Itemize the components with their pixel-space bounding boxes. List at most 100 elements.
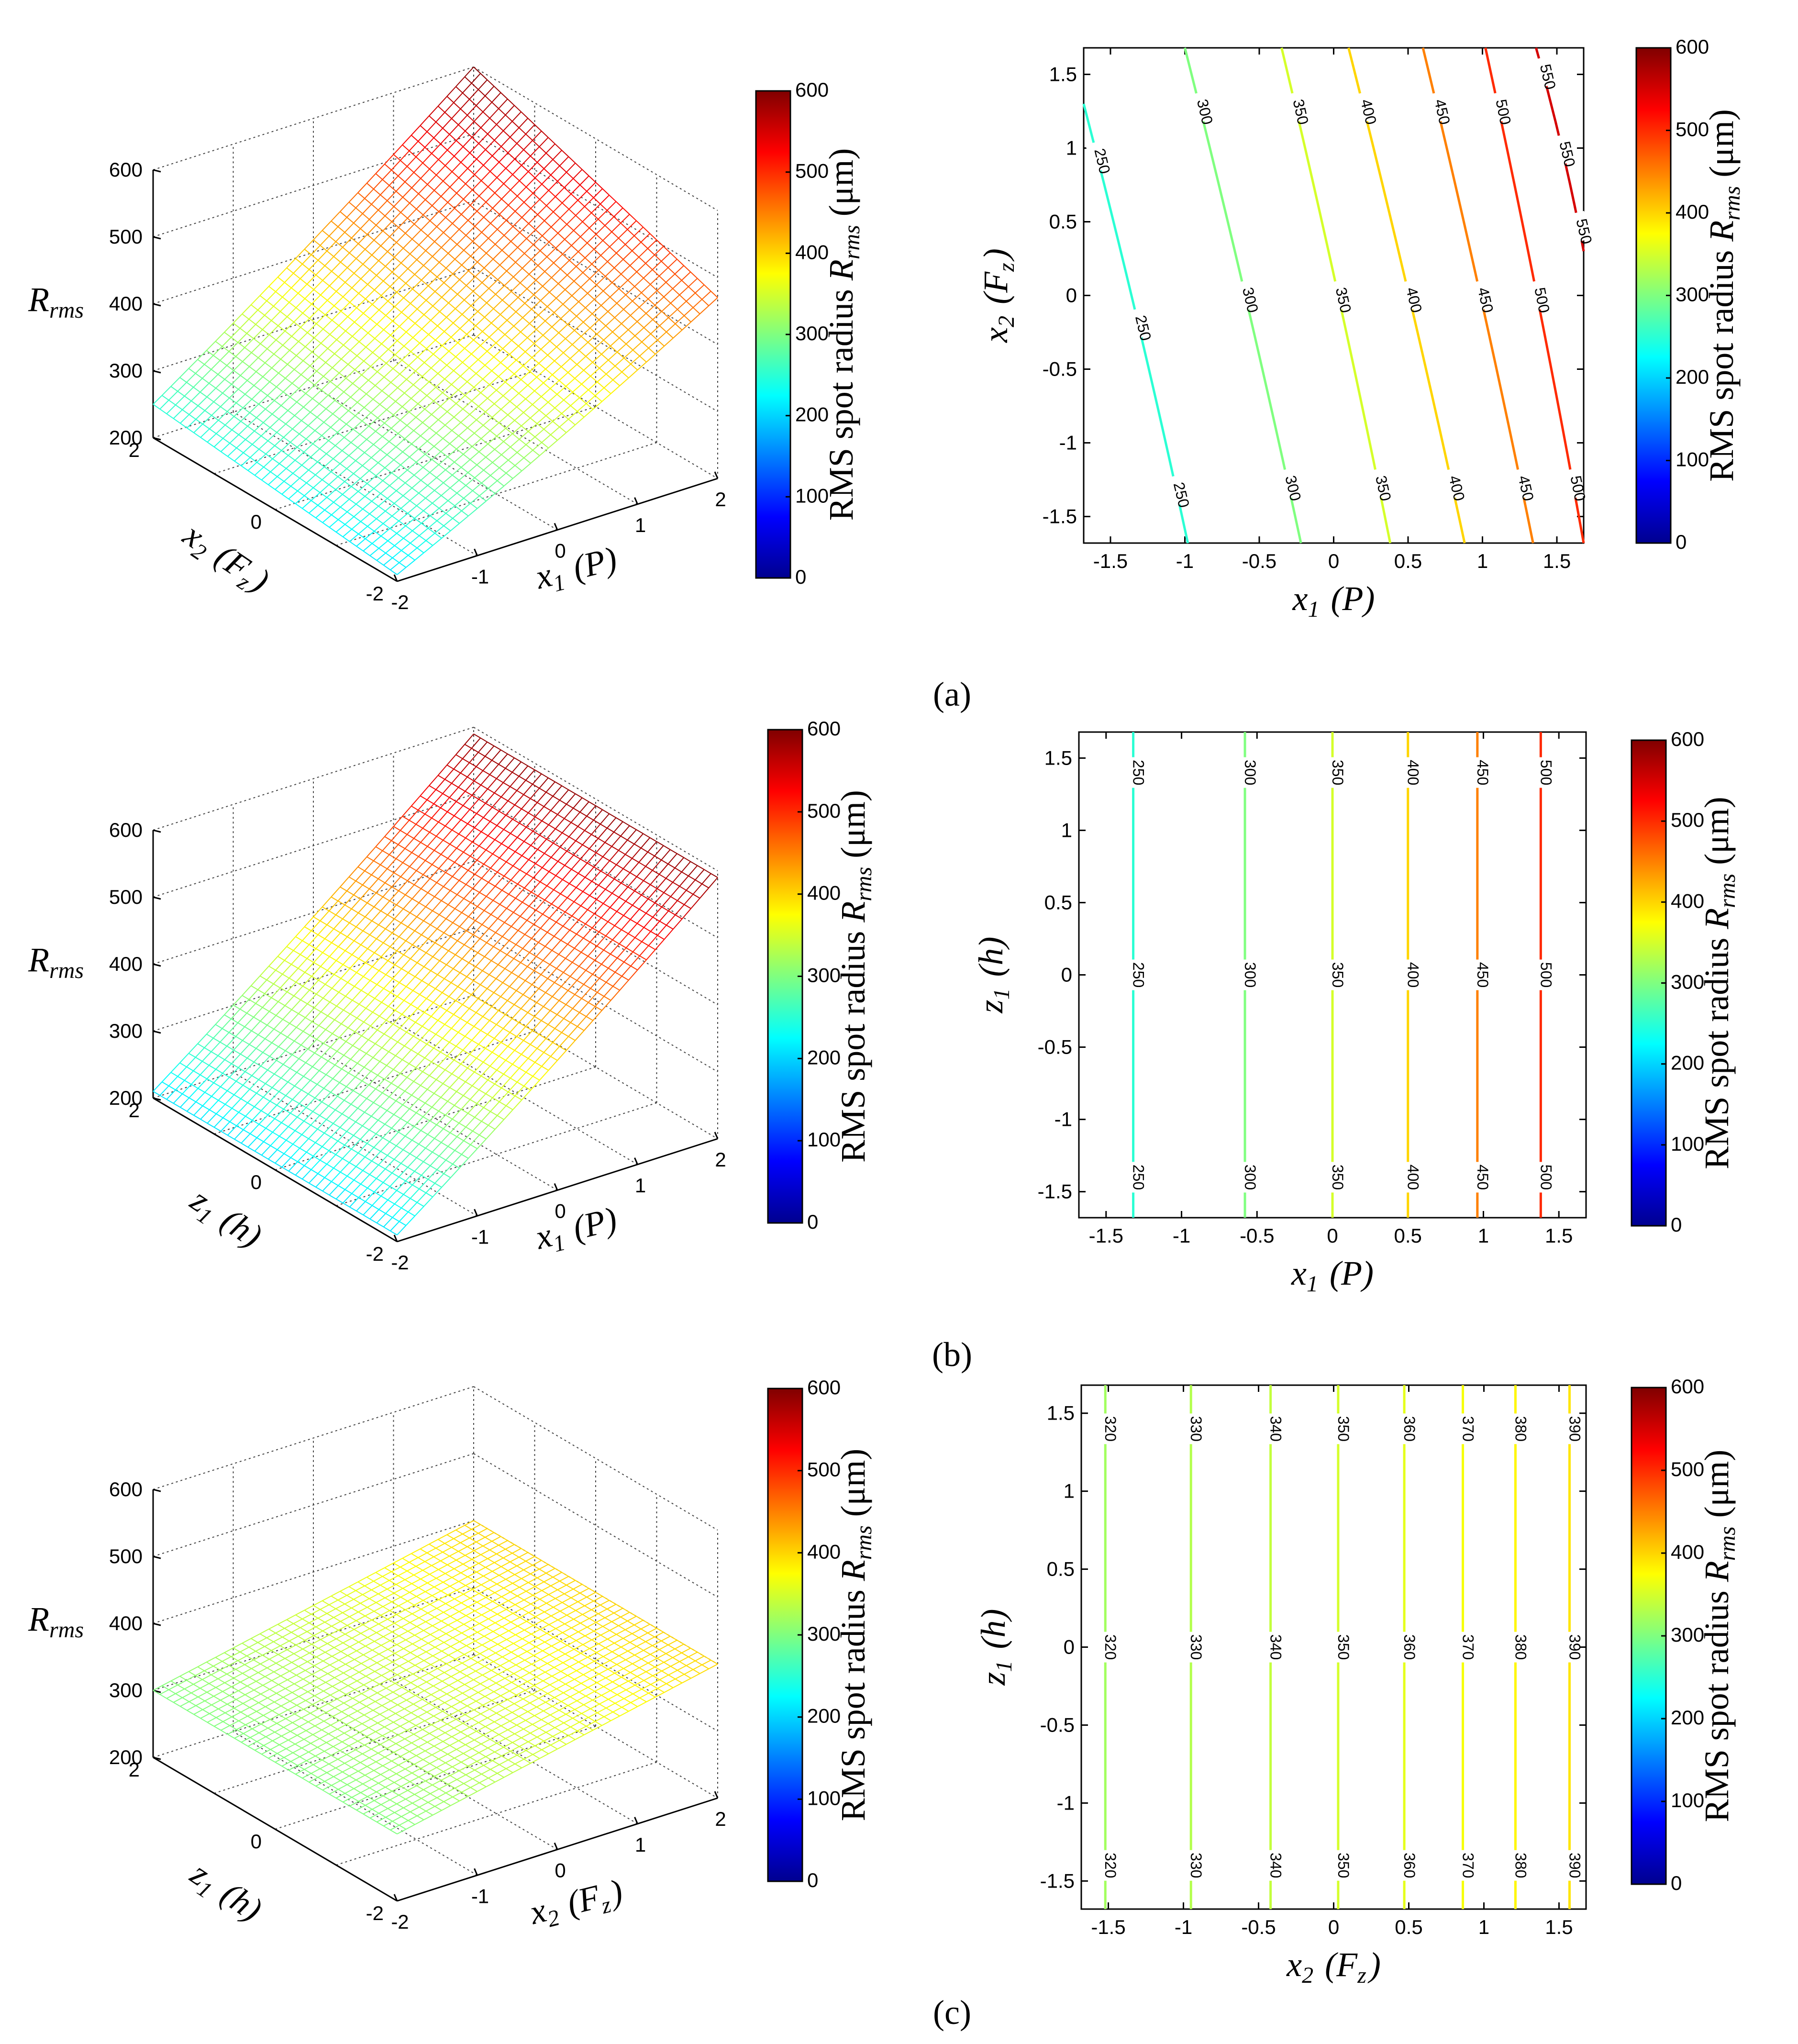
mesh-line [533,294,541,301]
mesh-line [474,770,484,781]
mesh-line [340,1127,347,1132]
mesh-line [353,1080,363,1091]
mesh-line [434,490,442,496]
mesh-line [522,208,532,218]
mesh-line [704,284,711,292]
mesh-line [318,979,326,985]
mesh-line [579,801,589,813]
mesh-line [371,449,381,458]
mesh-line [596,276,606,286]
mesh-line [334,1019,342,1024]
y-axis-ticks: -202 [129,439,384,605]
mesh-line [548,190,556,197]
mesh-line [215,332,225,342]
mesh-line [519,439,527,445]
mesh-line [357,1098,367,1109]
mesh-line [215,388,223,394]
mesh-line [499,162,506,169]
mesh-line [263,458,273,467]
mesh-line [318,300,328,310]
mesh-line [266,291,276,301]
mesh-line [496,428,506,437]
mesh-line [310,1070,320,1081]
mesh-line [410,343,420,352]
mesh-line [291,278,301,289]
mesh-line [190,1074,201,1085]
mesh-line [500,1032,511,1043]
mesh-line [466,766,477,778]
mesh-line [561,366,568,373]
mesh-line [304,298,312,305]
contour-label-bg [1487,91,1509,123]
mesh-line [487,124,497,134]
mesh-line [461,503,471,511]
mesh-line [681,271,691,281]
mesh-line [313,916,321,922]
mesh-line [227,1125,237,1136]
mesh-line [503,183,511,190]
mesh-line [476,158,484,166]
mesh-line [420,435,428,442]
mesh-line [621,919,631,930]
mesh-line [250,295,261,305]
mesh-line [273,354,281,360]
mesh-line [284,282,292,289]
mesh-line [592,964,602,975]
mesh-line [601,393,611,402]
mesh-line [375,836,385,847]
mesh-line [352,336,360,342]
mesh-line [419,528,429,536]
x-axis-label: x1 (P) [531,539,622,600]
mesh-line [630,256,639,266]
mesh-line [523,784,533,795]
mesh-line [353,213,363,223]
mesh-line [285,369,295,379]
mesh-line [391,472,399,478]
mesh-line [543,950,553,961]
mesh-line [340,877,350,888]
mesh-line [672,288,680,296]
mesh-line [460,108,468,116]
mesh-line [316,1039,324,1044]
mesh-line [487,1024,497,1035]
mesh-line [458,124,466,132]
mesh-line [506,898,516,909]
mesh-line [229,1032,236,1037]
mesh-line [498,1010,506,1015]
mesh-line [586,395,596,404]
mesh-line [391,830,401,841]
mesh-line [307,370,317,380]
mesh-line [573,169,583,179]
mesh-line [529,323,537,330]
mesh-line [464,339,474,349]
mesh-line [314,1007,322,1012]
mesh-line [322,271,332,281]
mesh-line [289,350,297,356]
mesh-line [362,1160,372,1171]
mesh-line [496,768,506,779]
mesh-line [330,418,340,428]
mesh-line [299,1058,306,1063]
mesh-line [673,330,683,339]
mesh-line [458,479,466,486]
mesh-line [371,500,379,507]
mesh-line [335,445,343,451]
mesh-line [504,912,514,923]
mesh-line [323,367,333,377]
mesh-line [464,733,474,745]
mesh-line [285,1095,293,1100]
mesh-line [243,1120,253,1130]
mesh-line [231,1009,241,1020]
mesh-line [269,381,277,388]
mesh-line [391,1172,400,1178]
mesh-line [549,908,559,919]
mesh-line [512,1100,522,1110]
mesh-line [552,1042,560,1047]
mesh-line [410,1153,417,1158]
mesh-line [380,1195,388,1200]
mesh-line [580,227,590,237]
mesh-line [442,1038,450,1043]
mesh-line [600,860,610,872]
mesh-line [421,1165,431,1176]
mesh-line [421,1130,428,1135]
